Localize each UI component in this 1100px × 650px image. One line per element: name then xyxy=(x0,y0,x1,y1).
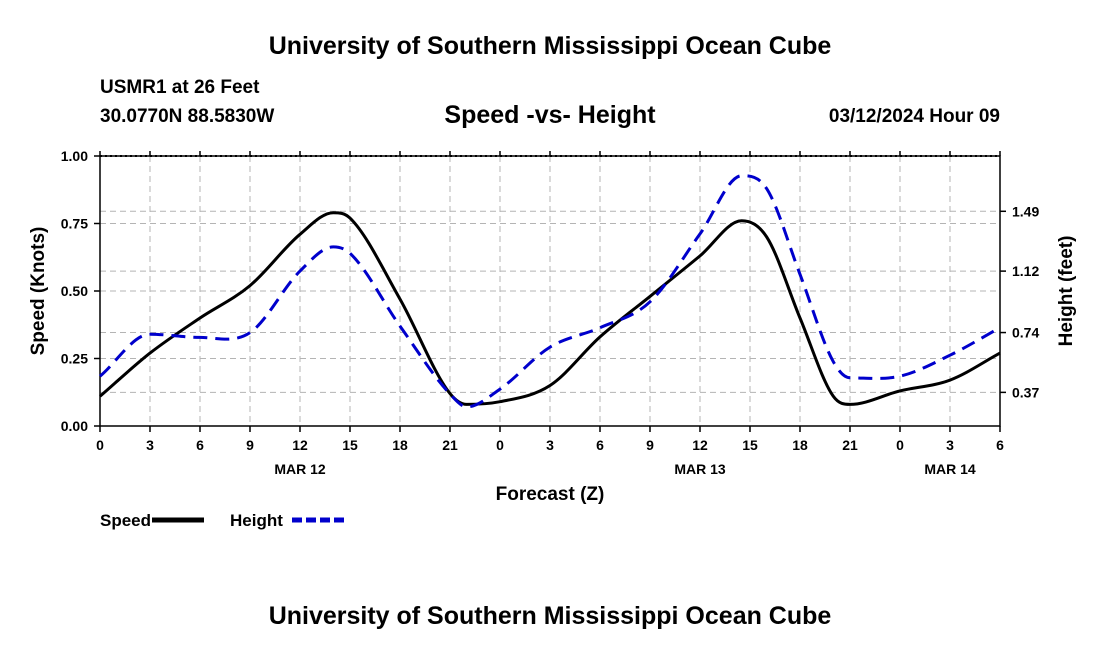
x-date-label: MAR 13 xyxy=(674,461,726,477)
legend-label-height: Height xyxy=(230,511,283,530)
y-axis-label-right: Height (feet) xyxy=(1056,236,1077,347)
y2-tick-label: 0.37 xyxy=(1012,384,1039,400)
x-tick-label: 18 xyxy=(792,437,808,453)
y-tick-label: 1.00 xyxy=(61,148,88,164)
x-tick-label: 18 xyxy=(392,437,408,453)
x-tick-label: 9 xyxy=(646,437,654,453)
station-coordinates: 30.0770N 88.5830W xyxy=(100,106,275,127)
y2-tick-label: 1.49 xyxy=(1012,203,1039,219)
x-tick-label: 6 xyxy=(196,437,204,453)
series-lines xyxy=(99,174,1001,409)
series-line-speed xyxy=(99,211,1001,406)
page-title-top: University of Southern Mississippi Ocean… xyxy=(268,32,832,60)
x-tick-label: 0 xyxy=(896,437,904,453)
y-tick-label: 0.00 xyxy=(61,418,88,434)
x-date-label: MAR 14 xyxy=(924,461,976,477)
axis-ticks: 0 3 6 9 12 15 18 21 0 3 6 9 12 15 18 21 0 3 6 MAR 12 MAR 13 M… xyxy=(61,148,1040,477)
x-tick-label: 6 xyxy=(996,437,1004,453)
x-tick-label: 3 xyxy=(146,437,154,453)
x-tick-label: 12 xyxy=(692,437,708,453)
x-date-label: MAR 12 xyxy=(274,461,326,477)
station-label: USMR1 at 26 Feet xyxy=(100,77,260,98)
legend: Speed Height xyxy=(100,511,344,530)
x-tick-label: 15 xyxy=(742,437,758,453)
x-tick-label: 3 xyxy=(946,437,954,453)
y-axis-label-left: Speed (Knots) xyxy=(28,227,49,356)
legend-label-speed: Speed xyxy=(100,511,151,530)
y-tick-label: 0.50 xyxy=(61,283,88,299)
x-tick-label: 6 xyxy=(596,437,604,453)
x-tick-label: 21 xyxy=(842,437,858,453)
y-tick-label: 0.75 xyxy=(61,216,88,232)
page-title-bottom: University of Southern Mississippi Ocean… xyxy=(268,602,832,630)
x-tick-label: 0 xyxy=(96,437,104,453)
forecast-datetime: 03/12/2024 Hour 09 xyxy=(828,106,1000,127)
y2-tick-label: 0.74 xyxy=(1012,325,1039,341)
x-tick-label: 9 xyxy=(246,437,254,453)
chart-title: Speed -vs- Height xyxy=(444,101,656,129)
x-tick-label: 12 xyxy=(292,437,308,453)
x-tick-label: 21 xyxy=(442,437,458,453)
y2-tick-label: 1.12 xyxy=(1012,263,1039,279)
y-tick-label: 0.25 xyxy=(61,351,88,367)
series-line-height xyxy=(99,174,1001,409)
x-tick-label: 15 xyxy=(342,437,358,453)
x-axis-label: Forecast (Z) xyxy=(496,484,605,505)
x-tick-label: 0 xyxy=(496,437,504,453)
x-tick-label: 3 xyxy=(546,437,554,453)
